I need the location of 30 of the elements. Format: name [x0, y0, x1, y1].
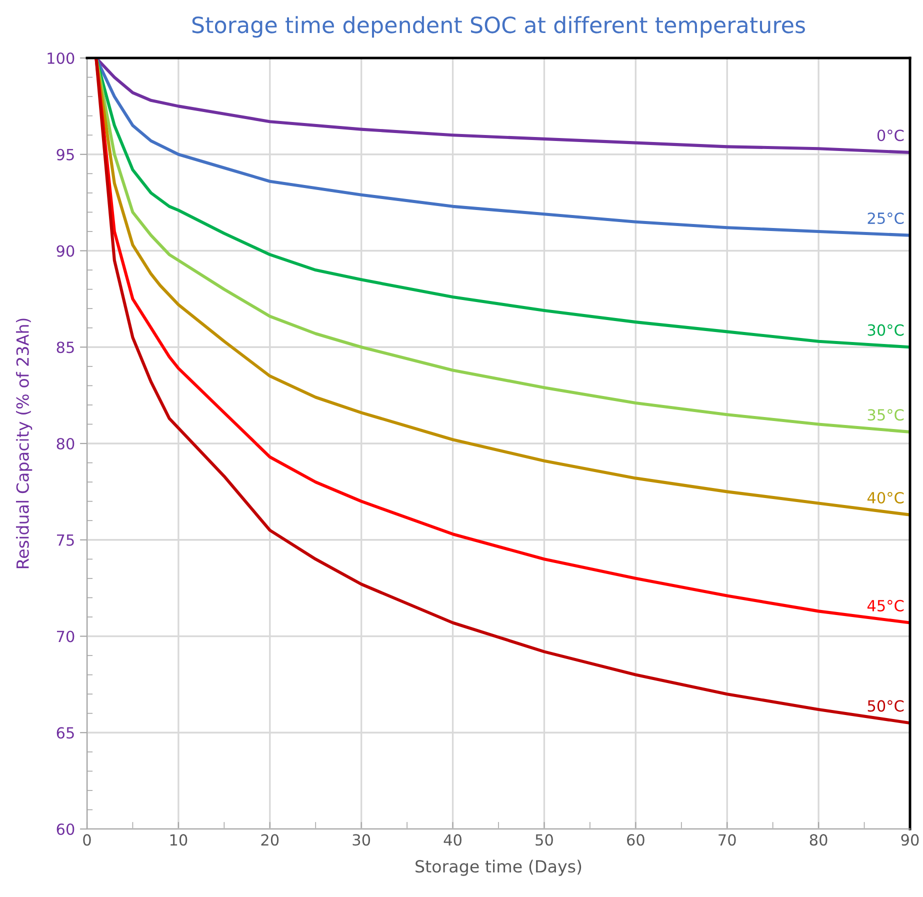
line-series	[94, 58, 910, 725]
x-tick-label: 80	[810, 834, 828, 846]
x-tick-label: 40	[444, 834, 462, 846]
y-tick-label: 65	[56, 727, 74, 739]
series-label: 45°C	[867, 600, 904, 612]
x-tick-label: 0	[83, 834, 91, 846]
y-tick-label: 70	[57, 630, 74, 642]
y-tick-label: 100	[48, 52, 74, 64]
series-label: 40°C	[867, 492, 904, 504]
x-tick-label: 50	[536, 834, 553, 846]
x-axis-title: Storage time (Days)	[416, 860, 582, 876]
y-tick-label: 90	[56, 245, 74, 257]
series-label: 25°C	[868, 212, 904, 224]
x-tick-label: 60	[627, 834, 644, 846]
series-label: 50°C	[868, 700, 904, 712]
y-tick-label: 75	[57, 534, 74, 546]
chart-title: Storage time dependent SOC at different temperatures	[192, 16, 805, 38]
x-tick-label: 10	[170, 834, 188, 846]
x-tick-label: 90	[901, 834, 919, 846]
series-label: 35°C	[868, 409, 904, 421]
y-axis-title: Residual Capacity (% of 23Ah)	[16, 318, 32, 568]
x-tick-label: 70	[718, 834, 736, 846]
y-tick-label: 60	[56, 823, 74, 836]
y-tick-label: 80	[56, 438, 74, 450]
x-tick-label: 20	[261, 834, 279, 846]
y-tick-label: 95	[56, 148, 74, 160]
y-tick-label: 85	[56, 342, 74, 354]
x-tick-label: 30	[352, 834, 370, 846]
series-label: 0°C	[877, 130, 904, 142]
series-label: 30°C	[868, 324, 904, 336]
